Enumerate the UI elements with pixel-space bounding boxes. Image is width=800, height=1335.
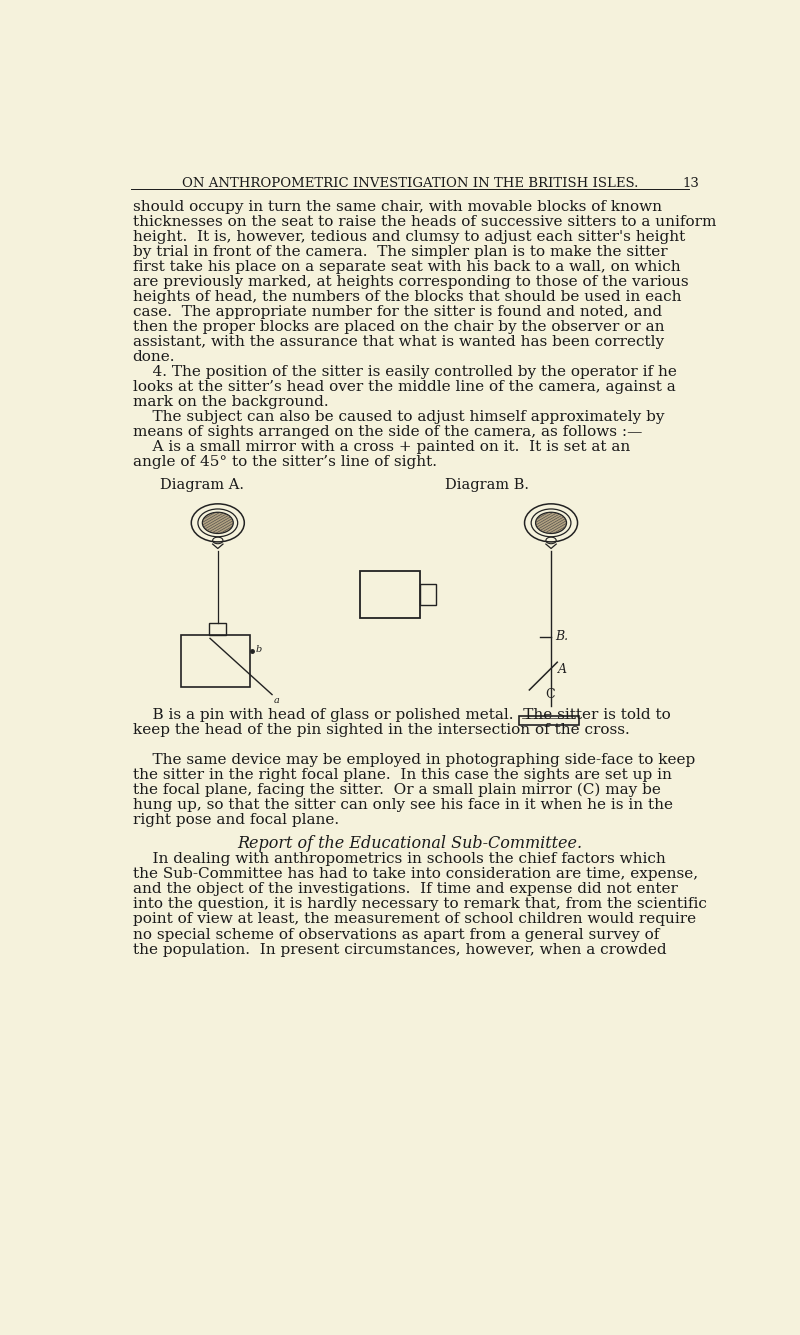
Text: C: C bbox=[545, 688, 554, 701]
Text: 13: 13 bbox=[683, 178, 700, 190]
Text: The subject can also be caused to adjust himself approximately by: The subject can also be caused to adjust… bbox=[133, 410, 664, 425]
Text: keep the head of the pin sighted in the intersection of the cross.: keep the head of the pin sighted in the … bbox=[133, 722, 630, 737]
Text: by trial in front of the camera.  The simpler plan is to make the sitter: by trial in front of the camera. The sim… bbox=[133, 246, 667, 259]
Text: means of sights arranged on the side of the camera, as follows :—: means of sights arranged on the side of … bbox=[133, 426, 642, 439]
Bar bbox=[181, 634, 250, 688]
Text: B is a pin with head of glass or polished metal.  The sitter is told to: B is a pin with head of glass or polishe… bbox=[133, 708, 670, 722]
Text: b: b bbox=[256, 645, 262, 654]
Text: point of view at least, the measurement of school children would require: point of view at least, the measurement … bbox=[133, 913, 696, 926]
Text: Report of the Educational Sub-Committee.: Report of the Educational Sub-Committee. bbox=[238, 836, 582, 853]
Bar bbox=[420, 583, 435, 605]
Text: the Sub-Committee has had to take into consideration are time, expense,: the Sub-Committee has had to take into c… bbox=[133, 868, 698, 881]
Text: heights of head, the numbers of the blocks that should be used in each: heights of head, the numbers of the bloc… bbox=[133, 290, 681, 304]
Text: ON ANTHROPOMETRIC INVESTIGATION IN THE BRITISH ISLES.: ON ANTHROPOMETRIC INVESTIGATION IN THE B… bbox=[182, 178, 638, 190]
Text: the focal plane, facing the sitter.  Or a small plain mirror (C) may be: the focal plane, facing the sitter. Or a… bbox=[133, 782, 661, 797]
Bar bbox=[518, 716, 579, 725]
Text: 4. The position of the sitter is easily controlled by the operator if he: 4. The position of the sitter is easily … bbox=[133, 366, 677, 379]
Text: then the proper blocks are placed on the chair by the observer or an: then the proper blocks are placed on the… bbox=[133, 320, 664, 334]
Text: Diagram A.: Diagram A. bbox=[161, 478, 245, 493]
Text: case.  The appropriate number for the sitter is found and noted, and: case. The appropriate number for the sit… bbox=[133, 306, 662, 319]
Text: assistant, with the assurance that what is wanted has been correctly: assistant, with the assurance that what … bbox=[133, 335, 664, 350]
Ellipse shape bbox=[202, 513, 234, 534]
Text: done.: done. bbox=[133, 350, 175, 364]
Text: angle of 45° to the sitter’s line of sight.: angle of 45° to the sitter’s line of sig… bbox=[133, 455, 437, 470]
Text: should occupy in turn the same chair, with movable blocks of known: should occupy in turn the same chair, wi… bbox=[133, 200, 662, 214]
Bar bbox=[360, 570, 420, 618]
Text: height.  It is, however, tedious and clumsy to adjust each sitter's height: height. It is, however, tedious and clum… bbox=[133, 230, 685, 244]
Text: mark on the background.: mark on the background. bbox=[133, 395, 328, 410]
Text: right pose and focal plane.: right pose and focal plane. bbox=[133, 813, 338, 826]
Text: thicknesses on the seat to raise the heads of successive sitters to a uniform: thicknesses on the seat to raise the hea… bbox=[133, 215, 716, 230]
Text: the population.  In present circumstances, however, when a crowded: the population. In present circumstances… bbox=[133, 943, 666, 956]
Text: the sitter in the right focal plane.  In this case the sights are set up in: the sitter in the right focal plane. In … bbox=[133, 768, 671, 782]
Text: B.: B. bbox=[555, 630, 568, 643]
Text: into the question, it is hardly necessary to remark that, from the scientific: into the question, it is hardly necessar… bbox=[133, 897, 706, 912]
Text: are previously marked, at heights corresponding to those of the various: are previously marked, at heights corres… bbox=[133, 275, 688, 290]
Text: looks at the sitter’s head over the middle line of the camera, against a: looks at the sitter’s head over the midd… bbox=[133, 380, 675, 394]
Text: first take his place on a separate seat with his back to a wall, on which: first take his place on a separate seat … bbox=[133, 260, 680, 274]
Text: no special scheme of observations as apart from a general survey of: no special scheme of observations as apa… bbox=[133, 928, 659, 941]
Text: In dealing with anthropometrics in schools the chief factors which: In dealing with anthropometrics in schoo… bbox=[133, 853, 666, 866]
Text: A is a small mirror with a cross + painted on it.  It is set at an: A is a small mirror with a cross + paint… bbox=[133, 441, 630, 454]
Text: a: a bbox=[274, 696, 279, 705]
Text: The same device may be employed in photographing side-face to keep: The same device may be employed in photo… bbox=[133, 753, 694, 766]
Text: and the object of the investigations.  If time and expense did not enter: and the object of the investigations. If… bbox=[133, 882, 678, 897]
Text: Diagram B.: Diagram B. bbox=[445, 478, 529, 493]
Text: A: A bbox=[558, 662, 567, 676]
Bar bbox=[210, 623, 226, 634]
Text: hung up, so that the sitter can only see his face in it when he is in the: hung up, so that the sitter can only see… bbox=[133, 798, 673, 812]
Ellipse shape bbox=[535, 513, 566, 534]
